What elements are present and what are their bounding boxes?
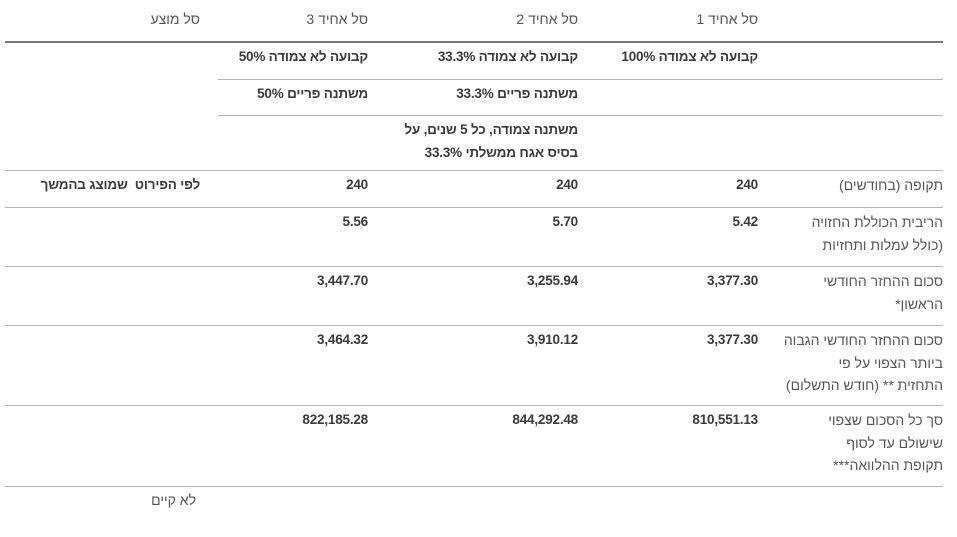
row-value: 240 xyxy=(736,177,758,192)
track-cell: קבועה לא צמודה 33.3% xyxy=(437,49,578,64)
row-value: 5.70 xyxy=(552,214,579,229)
row-value: 3,910.12 xyxy=(527,332,578,347)
column-header: סל אחיד 3 xyxy=(306,11,368,27)
column-header: סל אחיד 2 xyxy=(516,11,578,27)
row-label: סך כל הסכום שצפוי שישולם עד לסוף תקופת ה… xyxy=(828,412,943,473)
row-divider xyxy=(218,115,943,116)
column-header: סל אחיד 1 xyxy=(696,11,758,27)
track-cell: קבועה לא צמודה 100% xyxy=(621,49,758,64)
row-value: לפי הפירוט שמוצג בהמשך xyxy=(40,177,201,192)
row-value: 3,377.30 xyxy=(707,273,758,288)
track-cell: קבועה לא צמודה 50% xyxy=(238,49,368,64)
row-divider xyxy=(5,325,943,326)
row-divider xyxy=(5,41,943,43)
row-value: 810,551.13 xyxy=(692,412,758,427)
row-value: 240 xyxy=(346,177,368,192)
footer-note: לא קיים xyxy=(151,492,196,508)
row-value: 3,464.32 xyxy=(317,332,368,347)
row-value: 822,185.28 xyxy=(302,412,368,427)
row-divider xyxy=(5,170,943,171)
row-label: הריבית הכוללת החזויה (כולל עמלות ותחזיות xyxy=(811,214,943,253)
row-label: סכום ההחזר החודשי הגבוה ביותר הצפוי על פ… xyxy=(783,332,943,393)
row-value: 844,292.48 xyxy=(512,412,578,427)
row-divider xyxy=(218,79,943,80)
track-cell: משתנה פריים 33.3% xyxy=(456,86,578,101)
row-divider xyxy=(5,207,943,208)
row-divider xyxy=(5,266,943,267)
track-cell: משתנה צמודה, כל 5 שנים, על בסיס אגח ממשל… xyxy=(404,122,578,160)
row-value: 5.56 xyxy=(342,214,369,229)
row-value: 240 xyxy=(556,177,578,192)
row-divider xyxy=(5,405,943,406)
column-header: סל מוצע xyxy=(150,11,200,27)
row-label: סכום ההחזר החודשי הראשון* xyxy=(823,273,943,312)
row-value: 5.42 xyxy=(732,214,759,229)
row-label: תקופה (בחודשים) xyxy=(839,177,943,193)
track-cell: משתנה פריים 50% xyxy=(257,86,368,101)
row-divider xyxy=(5,486,943,487)
row-value: 3,255.94 xyxy=(527,273,578,288)
row-value: 3,447.70 xyxy=(317,273,368,288)
row-value: 3,377.30 xyxy=(707,332,758,347)
